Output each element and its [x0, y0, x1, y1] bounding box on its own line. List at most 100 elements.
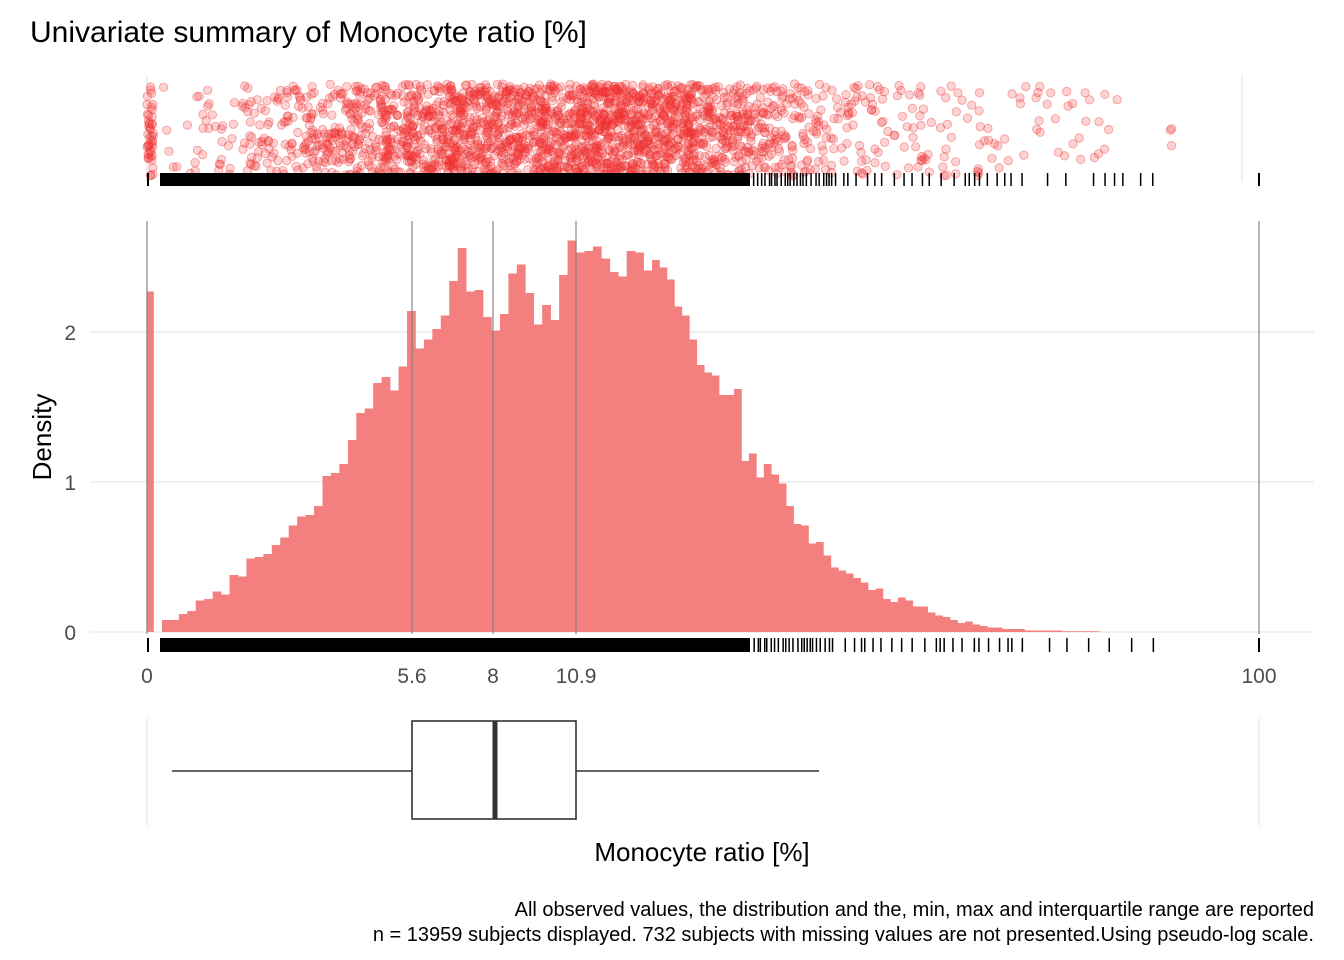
jitter-point [496, 111, 507, 121]
jitter-point [283, 111, 293, 121]
jitter-point [737, 156, 747, 166]
jitter-point [198, 150, 208, 160]
jitter-point [475, 153, 485, 163]
jitter-rug-tick [1046, 173, 1049, 186]
jitter-point [703, 106, 713, 117]
jitter-point [492, 79, 502, 89]
jitter-point [843, 102, 853, 112]
jitter-point [473, 155, 483, 165]
jitter-point [380, 95, 390, 105]
jitter-point [649, 144, 660, 154]
jitter-point [727, 142, 737, 152]
jitter-rug-tick [834, 173, 837, 186]
jitter-point [504, 136, 514, 146]
jitter-point [376, 100, 386, 110]
jitter-rug-tick [770, 173, 773, 186]
jitter-point [617, 99, 627, 110]
jitter-point [794, 96, 804, 106]
jitter-point [315, 102, 326, 113]
x-tick-label: 100 [1241, 665, 1276, 688]
jitter-point [658, 136, 669, 146]
jitter-point [708, 83, 718, 94]
jitter-point [553, 105, 563, 115]
jitter-point [864, 80, 875, 90]
jitter-point [727, 137, 737, 147]
jitter-point [941, 93, 951, 103]
jitter-point [620, 161, 630, 171]
jitter-point [630, 116, 641, 126]
jitter-point [738, 109, 748, 119]
jitter-point [747, 145, 757, 155]
jitter-point [667, 146, 678, 156]
jitter-point [392, 110, 402, 121]
jitter-point [774, 162, 784, 172]
histogram-bar [356, 413, 366, 632]
jitter-point [347, 114, 357, 124]
jitter-point [510, 91, 520, 101]
jitter-point [474, 89, 484, 99]
jitter-point [818, 155, 829, 165]
jitter-point [764, 151, 774, 161]
jitter-point [1100, 89, 1110, 100]
jitter-point [172, 162, 182, 172]
jitter-point [842, 123, 852, 133]
jitter-point [498, 154, 508, 164]
jitter-point [371, 89, 382, 99]
jitter-point [816, 105, 826, 115]
jitter-point [785, 89, 795, 99]
jitter-point [429, 85, 439, 95]
jitter-point [962, 113, 973, 123]
jitter-rug-tick [928, 173, 930, 186]
jitter-point [371, 82, 381, 92]
jitter-point [632, 146, 643, 156]
histogram-bar [1091, 631, 1100, 632]
jitter-point [437, 128, 448, 138]
jitter-point [612, 158, 622, 168]
jitter-point [339, 140, 349, 150]
jitter-point [491, 108, 501, 118]
jitter-point [217, 137, 227, 147]
jitter-point [471, 101, 481, 112]
jitter-point [654, 139, 664, 149]
histogram-rug-tick [147, 638, 149, 652]
jitter-point [690, 163, 701, 173]
jitter-point [674, 142, 684, 152]
jitter-point [917, 151, 927, 162]
jitter-point [553, 84, 564, 94]
jitter-point [508, 153, 519, 163]
jitter-point [687, 129, 697, 139]
histogram-bar [288, 525, 298, 632]
jitter-point [651, 118, 661, 128]
jitter-point [771, 135, 781, 145]
jitter-point [384, 142, 394, 152]
jitter-point [818, 146, 828, 156]
jitter-point [457, 118, 468, 128]
jitter-point [1076, 154, 1086, 164]
jitter-point [842, 139, 852, 149]
jitter-point [546, 146, 557, 156]
jitter-point [704, 112, 715, 122]
jitter-point [686, 126, 696, 137]
jitter-point [854, 140, 865, 151]
jitter-point [718, 135, 728, 145]
jitter-point [381, 131, 391, 141]
histogram-bar [972, 624, 981, 632]
histogram-rug-tick [828, 638, 831, 652]
jitter-point [341, 136, 352, 146]
jitter-point [577, 162, 587, 172]
jitter-point [779, 130, 789, 140]
jitter-point [475, 90, 486, 100]
jitter-point [407, 91, 417, 101]
jitter-point [344, 151, 354, 161]
jitter-point [300, 140, 310, 150]
jitter-point [659, 107, 670, 117]
jitter-point [423, 111, 433, 121]
jitter-point [403, 151, 413, 161]
jitter-point [666, 138, 676, 148]
jitter-point [433, 162, 443, 172]
jitter-point [802, 137, 813, 147]
jitter-point [600, 87, 610, 97]
jitter-point [251, 161, 261, 171]
jitter-point [708, 115, 718, 125]
jitter-point [1084, 95, 1095, 105]
